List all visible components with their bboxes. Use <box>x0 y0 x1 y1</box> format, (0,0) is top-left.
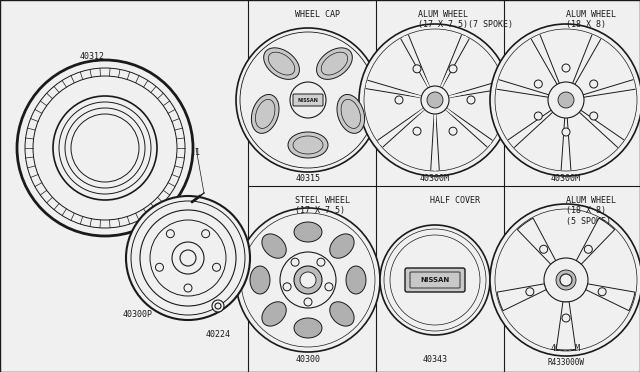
Ellipse shape <box>346 266 366 294</box>
Circle shape <box>556 270 576 290</box>
Circle shape <box>562 128 570 136</box>
Ellipse shape <box>250 266 270 294</box>
Text: ALUM WHEEL
(18 X 8): ALUM WHEEL (18 X 8) <box>566 10 616 29</box>
Circle shape <box>589 112 598 120</box>
Polygon shape <box>497 284 546 311</box>
Ellipse shape <box>255 99 275 128</box>
Text: 40300M: 40300M <box>551 344 581 353</box>
Circle shape <box>300 272 316 288</box>
Polygon shape <box>586 284 635 311</box>
Text: 40343: 40343 <box>422 355 447 364</box>
Circle shape <box>526 288 534 296</box>
Text: ALUM WHEEL
(17 X 7.5)(7 SPOKE): ALUM WHEEL (17 X 7.5)(7 SPOKE) <box>418 10 513 29</box>
Circle shape <box>364 29 506 171</box>
Circle shape <box>150 220 226 296</box>
Circle shape <box>490 204 640 356</box>
Text: 40300M: 40300M <box>420 174 450 183</box>
Circle shape <box>180 250 196 266</box>
Text: R433000W: R433000W <box>547 358 584 367</box>
Circle shape <box>290 82 326 118</box>
Circle shape <box>427 92 443 108</box>
Circle shape <box>215 303 221 309</box>
Circle shape <box>449 127 457 135</box>
Polygon shape <box>517 218 556 264</box>
Circle shape <box>236 28 380 172</box>
Circle shape <box>540 245 548 253</box>
FancyBboxPatch shape <box>410 272 460 288</box>
Circle shape <box>166 230 174 238</box>
Text: ALUM WHEEL
(18 X 8)
(5 SPOKE): ALUM WHEEL (18 X 8) (5 SPOKE) <box>566 196 616 226</box>
Circle shape <box>490 24 640 176</box>
Circle shape <box>495 209 637 351</box>
Circle shape <box>534 80 542 88</box>
Circle shape <box>558 92 574 108</box>
Ellipse shape <box>293 136 323 154</box>
Text: 40300M: 40300M <box>551 174 581 183</box>
Circle shape <box>17 60 193 236</box>
Text: 40312
40312M: 40312 40312M <box>77 52 107 71</box>
Circle shape <box>413 127 421 135</box>
Text: 40300: 40300 <box>296 355 321 364</box>
Circle shape <box>202 230 210 238</box>
Circle shape <box>562 64 570 72</box>
Circle shape <box>548 82 584 118</box>
Circle shape <box>240 32 376 168</box>
Circle shape <box>283 283 291 291</box>
Circle shape <box>140 210 236 306</box>
Text: HALF COVER: HALF COVER <box>430 196 480 205</box>
FancyBboxPatch shape <box>405 268 465 292</box>
Circle shape <box>236 208 380 352</box>
Circle shape <box>395 96 403 104</box>
Ellipse shape <box>294 222 322 242</box>
Ellipse shape <box>288 132 328 158</box>
Circle shape <box>589 80 598 88</box>
Circle shape <box>126 196 250 320</box>
Ellipse shape <box>341 99 360 128</box>
Text: NISSAN: NISSAN <box>298 97 319 103</box>
Circle shape <box>65 108 145 188</box>
Circle shape <box>184 284 192 292</box>
Ellipse shape <box>330 234 354 258</box>
Circle shape <box>390 235 480 325</box>
Circle shape <box>294 266 322 294</box>
Circle shape <box>53 96 157 200</box>
Circle shape <box>172 242 204 274</box>
Circle shape <box>544 258 588 302</box>
Circle shape <box>291 258 299 266</box>
Circle shape <box>359 24 511 176</box>
Ellipse shape <box>337 94 365 133</box>
Ellipse shape <box>262 234 286 258</box>
Ellipse shape <box>321 52 348 75</box>
Circle shape <box>156 263 163 271</box>
Circle shape <box>59 102 151 194</box>
Text: 40224: 40224 <box>205 330 230 339</box>
Circle shape <box>280 252 336 308</box>
Circle shape <box>304 298 312 306</box>
Circle shape <box>495 29 637 171</box>
Text: WHEEL CAP: WHEEL CAP <box>295 10 340 19</box>
Circle shape <box>212 263 221 271</box>
Text: 40315: 40315 <box>296 174 321 183</box>
Circle shape <box>241 213 375 347</box>
Circle shape <box>449 65 457 73</box>
Text: 40300P: 40300P <box>123 310 153 319</box>
Circle shape <box>384 229 486 331</box>
Circle shape <box>380 225 490 335</box>
Polygon shape <box>556 302 576 350</box>
Circle shape <box>560 274 572 286</box>
Ellipse shape <box>294 318 322 338</box>
Circle shape <box>598 288 606 296</box>
Circle shape <box>33 76 177 220</box>
Circle shape <box>317 258 325 266</box>
Circle shape <box>413 65 421 73</box>
Circle shape <box>325 283 333 291</box>
Circle shape <box>562 314 570 322</box>
Circle shape <box>131 201 245 315</box>
FancyBboxPatch shape <box>293 94 323 106</box>
Circle shape <box>467 96 475 104</box>
Text: 40311: 40311 <box>175 148 200 157</box>
Ellipse shape <box>317 48 353 79</box>
Circle shape <box>421 86 449 114</box>
Circle shape <box>534 112 542 120</box>
Ellipse shape <box>268 52 295 75</box>
